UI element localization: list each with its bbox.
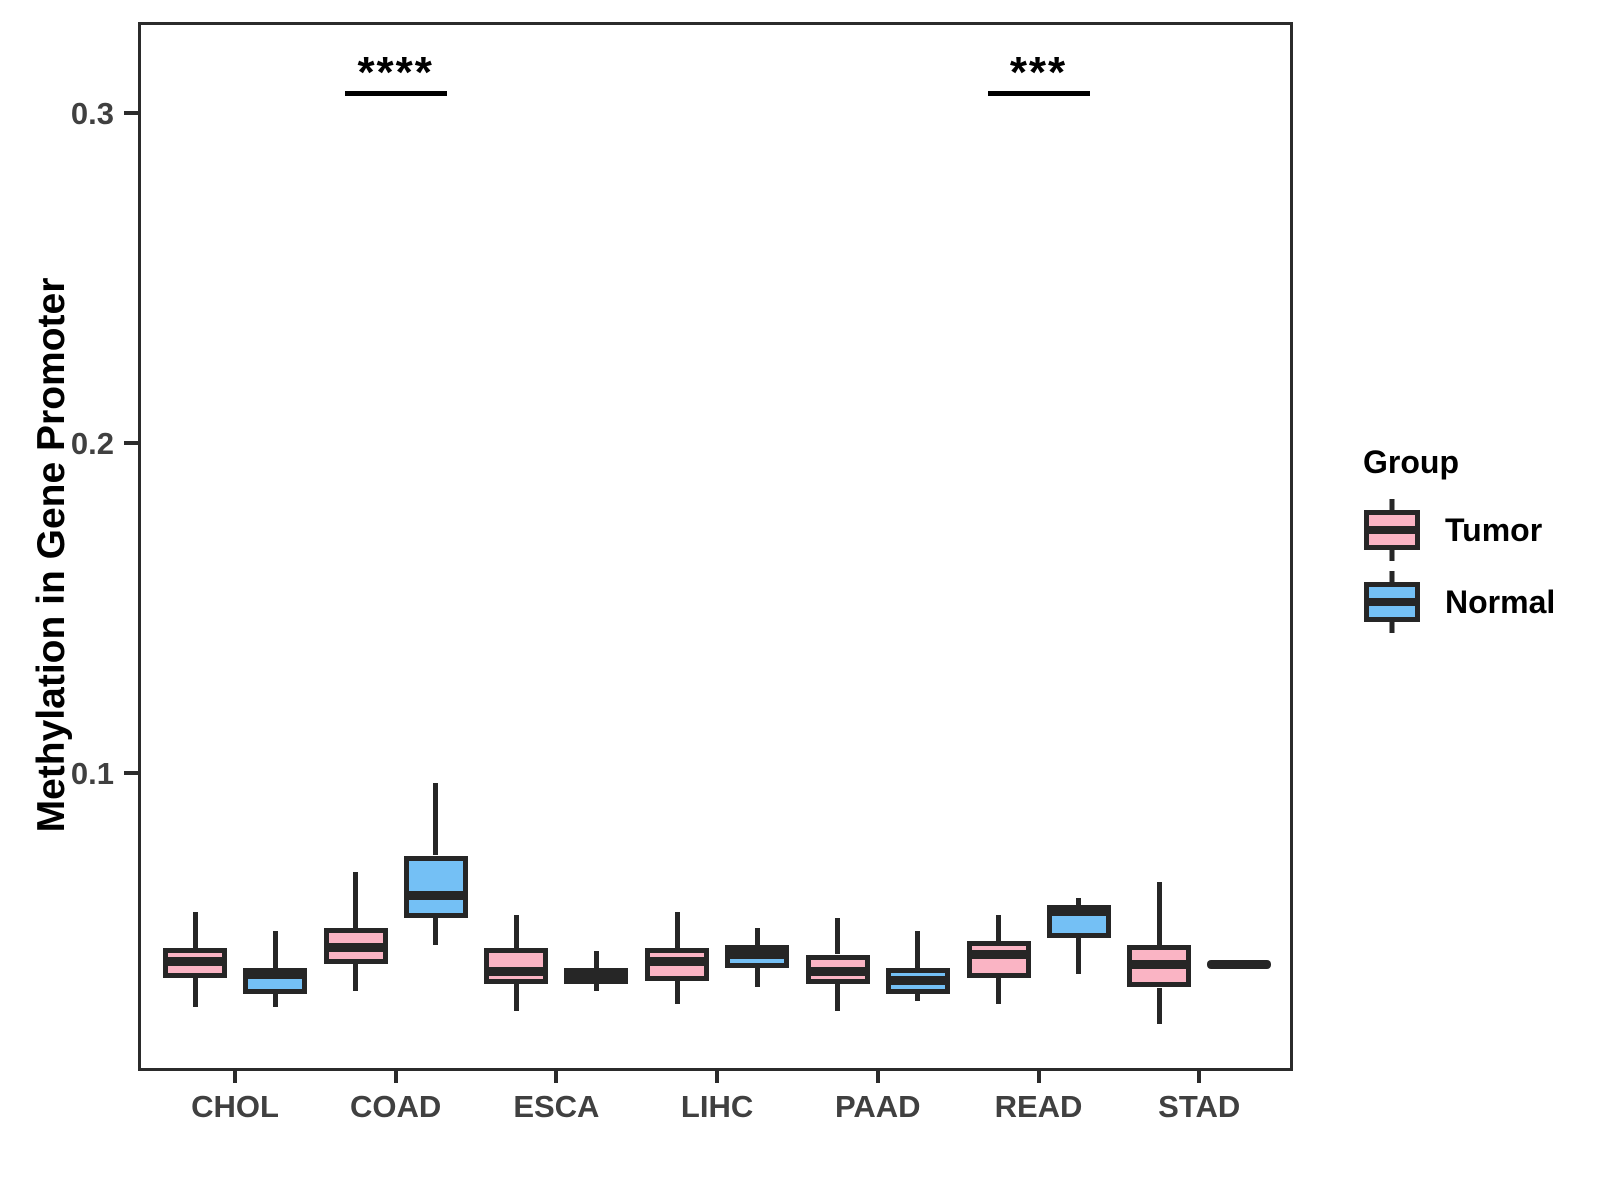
normal-lower-whisker-ESCA [593, 984, 599, 991]
normal-upper-whisker-LIHC [754, 928, 760, 945]
x-tick-mark [554, 1071, 559, 1083]
plot-panel [138, 22, 1293, 1071]
normal-lower-whisker-LIHC [754, 967, 760, 988]
tumor-boxplot-key-icon [1363, 499, 1421, 561]
tumor-box-READ [966, 941, 1031, 978]
x-tick-mark [875, 1071, 880, 1083]
normal-lower-whisker-CHOL [272, 994, 278, 1008]
significance-bar-READ [987, 90, 1090, 96]
tumor-median-CHOL [163, 956, 227, 966]
tumor-median-READ [966, 950, 1031, 959]
tumor-median-ESCA [484, 966, 549, 976]
tumor-upper-whisker-COAD [353, 872, 359, 929]
legend-title: Group [1363, 444, 1459, 480]
x-tick-label: CHOL [191, 1089, 279, 1124]
tumor-lower-whisker-COAD [353, 964, 359, 991]
tumor-lower-whisker-READ [996, 977, 1001, 1004]
tumor-lower-whisker-ESCA [513, 984, 519, 1011]
normal-median-COAD [403, 890, 468, 900]
normal-upper-whisker-COAD [433, 782, 439, 856]
x-tick-mark [1197, 1071, 1202, 1083]
x-tick-mark [393, 1071, 398, 1083]
normal-lower-whisker-PAAD [915, 994, 921, 1001]
normal-box-COAD [403, 855, 468, 919]
x-tick-mark [715, 1071, 720, 1083]
x-tick-label: STAD [1158, 1089, 1241, 1124]
normal-boxplot-key-icon [1363, 571, 1421, 633]
significance-stars-READ: *** [1009, 48, 1068, 98]
normal-upper-whisker-READ [1076, 898, 1081, 905]
normal-median-ESCA [564, 973, 629, 983]
y-tick-mark [124, 441, 138, 445]
y-tick-mark [124, 111, 138, 115]
normal-median-LIHC [725, 950, 790, 959]
y-tick-label: 0.3 [70, 96, 114, 131]
legend: Group Tumor Normal [1363, 444, 1555, 643]
normal-median-PAAD [885, 976, 950, 986]
tumor-lower-whisker-CHOL [192, 977, 198, 1008]
y-tick-label: 0.1 [70, 756, 114, 791]
normal-box-STAD [1207, 959, 1272, 969]
legend-label-tumor: Tumor [1445, 511, 1543, 548]
tumor-upper-whisker-LIHC [674, 911, 680, 948]
x-tick-label: PAAD [835, 1089, 921, 1124]
normal-upper-whisker-ESCA [593, 951, 599, 968]
x-tick-label: COAD [350, 1089, 442, 1124]
y-tick-label: 0.2 [70, 426, 114, 461]
legend-item-tumor: Tumor [1363, 499, 1555, 561]
tumor-median-COAD [323, 943, 388, 953]
normal-lower-whisker-READ [1076, 938, 1081, 975]
tumor-median-LIHC [645, 956, 710, 966]
tumor-lower-whisker-LIHC [674, 980, 680, 1004]
x-tick-label: READ [994, 1089, 1083, 1124]
x-tick-label: LIHC [680, 1089, 754, 1124]
tumor-box-ESCA [484, 947, 549, 985]
tumor-median-PAAD [805, 966, 870, 976]
tumor-upper-whisker-STAD [1156, 881, 1162, 945]
tumor-upper-whisker-CHOL [192, 911, 198, 948]
normal-upper-whisker-CHOL [272, 931, 278, 968]
legend-label-normal: Normal [1445, 583, 1556, 620]
tumor-lower-whisker-PAAD [835, 984, 841, 1011]
normal-median-READ [1046, 907, 1111, 917]
tumor-median-STAD [1127, 959, 1192, 969]
tumor-upper-whisker-PAAD [835, 918, 841, 955]
tumor-lower-whisker-STAD [1156, 987, 1162, 1024]
x-tick-mark [233, 1071, 237, 1083]
tumor-upper-whisker-READ [996, 914, 1001, 942]
y-tick-mark [124, 771, 138, 775]
normal-upper-whisker-PAAD [915, 931, 921, 968]
y-axis-title: Methylation in Gene Promoter [30, 277, 73, 833]
normal-median-CHOL [243, 969, 307, 979]
tumor-upper-whisker-ESCA [513, 914, 519, 948]
significance-stars-COAD: **** [357, 48, 434, 98]
x-tick-mark [1036, 1071, 1041, 1083]
significance-bar-COAD [344, 90, 447, 96]
x-tick-label: ESCA [513, 1089, 600, 1124]
normal-lower-whisker-COAD [433, 918, 439, 945]
legend-item-normal: Normal [1363, 571, 1555, 633]
